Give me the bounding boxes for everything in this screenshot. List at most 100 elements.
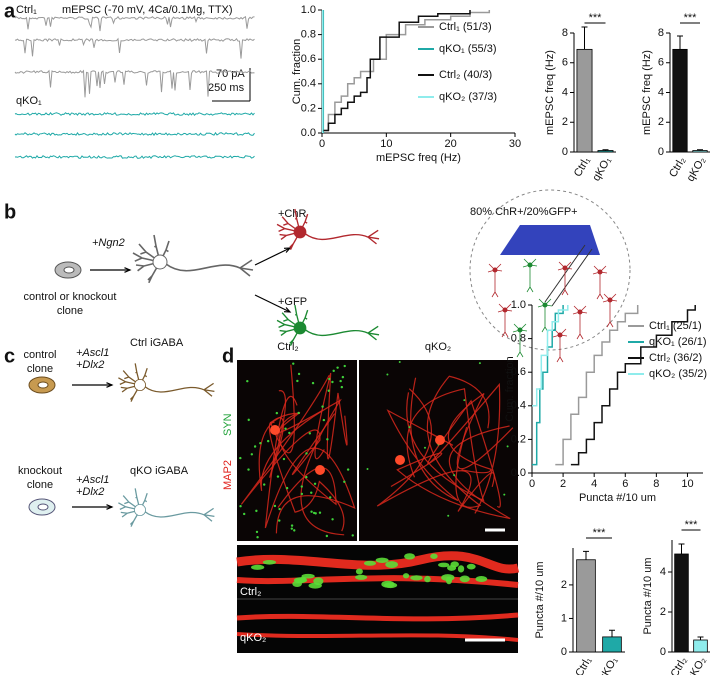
x-tick-label: Ctrl₂ [669, 655, 690, 675]
legend-label: qKO₂ (37/3) [439, 91, 497, 103]
synapse-puncta [447, 565, 457, 571]
synapse-puncta [423, 446, 426, 449]
x-tick-label: 10 [681, 478, 693, 490]
mini-neuron [552, 328, 568, 363]
soma [270, 425, 280, 435]
y-axis-label: Puncta #/10 um [642, 557, 654, 634]
y-tick-label: 0.0 [301, 127, 316, 139]
synapse-puncta [375, 557, 389, 563]
neuron-soma [492, 267, 498, 273]
y-tick-label: 2 [660, 606, 666, 618]
synapse-puncta [292, 362, 295, 365]
synapse-puncta [284, 427, 287, 430]
synapse-puncta [242, 512, 246, 516]
stain-label: MAP2 [222, 460, 234, 490]
trace [14, 131, 255, 137]
neuron-process [118, 363, 215, 402]
panel-letter: c [4, 345, 15, 367]
bar [672, 48, 688, 153]
synapse-puncta [381, 580, 395, 588]
synapse-puncta [346, 468, 350, 471]
error-bar [678, 543, 685, 554]
synapse-puncta [313, 482, 317, 485]
synapse-puncta [273, 504, 277, 508]
synapse-puncta [305, 452, 308, 455]
error-bar [609, 629, 615, 637]
trace [14, 111, 255, 116]
error-bar [697, 149, 703, 151]
significance-label: *** [685, 519, 699, 531]
synapse-puncta [285, 486, 289, 490]
synapse-puncta [297, 411, 300, 415]
synapse-puncta [385, 561, 399, 568]
x-tick-label: Ctrl₁ [572, 155, 593, 179]
neuron-soma [502, 307, 508, 313]
neuron-icon [276, 208, 380, 250]
synapse-puncta [326, 438, 329, 441]
y-tick-label: 4 [562, 86, 568, 98]
cdf-line [570, 305, 696, 466]
synapse-puncta [321, 405, 324, 408]
synapse-puncta [297, 372, 301, 376]
synapse-puncta [328, 377, 331, 381]
synapse-puncta [312, 511, 316, 515]
cdf-line [532, 305, 569, 407]
dendrite [240, 374, 336, 505]
synapse-puncta [310, 491, 313, 494]
synapse-puncta [339, 379, 342, 383]
neuron-soma [293, 225, 307, 239]
synapse-puncta [329, 496, 332, 499]
neuron-soma [527, 262, 533, 268]
y-axis-label: Puncta #/10 um [534, 561, 546, 638]
dendrite [447, 393, 514, 474]
neuron-soma [152, 254, 168, 270]
synapse-puncta [506, 445, 509, 448]
clone-label: clone [27, 363, 53, 375]
synapse-puncta [253, 445, 257, 448]
neuron-soma [557, 332, 563, 338]
factor-label: +Ngn2 [92, 237, 125, 249]
synapse-puncta [296, 379, 299, 383]
x-tick-label: qKO₁ [597, 655, 620, 675]
neuron-process [512, 323, 528, 358]
y-tick-label: 2 [562, 116, 568, 128]
synapse-puncta [398, 361, 401, 364]
dendrite [314, 372, 348, 460]
mini-neuron [572, 305, 588, 340]
dendrite [268, 421, 345, 532]
neuron-icon [132, 234, 254, 284]
light-cone [500, 225, 600, 255]
y-tick-label: 0 [658, 146, 664, 158]
synapse-puncta [424, 575, 431, 583]
y-tick-label: 0.2 [511, 433, 526, 445]
synapse-puncta [343, 364, 346, 368]
legend-label: Ctrl₂ (40/3) [439, 69, 492, 81]
y-tick-label: 0.6 [511, 366, 526, 378]
recording-dish [469, 189, 631, 351]
clone-label: control [23, 349, 56, 361]
x-tick-label: 4 [591, 478, 597, 490]
significance-label: *** [589, 12, 603, 24]
synapse-puncta [310, 510, 313, 513]
neuron-process [557, 261, 573, 296]
synapse-puncta [308, 582, 322, 589]
synapse-puncta [331, 518, 334, 521]
bar [602, 636, 622, 653]
synapse-puncta [275, 411, 279, 415]
factor-label: +Ascl1 [76, 347, 109, 359]
synapse-puncta [262, 559, 277, 565]
factor-label: +Ascl1 [76, 474, 109, 486]
y-tick-label: 0.0 [511, 467, 526, 479]
synapse-puncta [278, 507, 281, 511]
legend-label: Ctrl₂ (36/2) [649, 352, 702, 364]
mini-neuron [602, 293, 618, 328]
bar [597, 150, 614, 153]
panel-letter: a [4, 0, 16, 22]
neuron-soma [133, 503, 147, 517]
y-tick-label: 6 [658, 57, 664, 69]
synapse-puncta [322, 418, 326, 422]
trace [14, 37, 255, 59]
trace-label: Ctrl₁ [16, 4, 37, 16]
scale-label: 70 pA [216, 68, 245, 80]
y-tick-label: 4 [658, 86, 664, 98]
